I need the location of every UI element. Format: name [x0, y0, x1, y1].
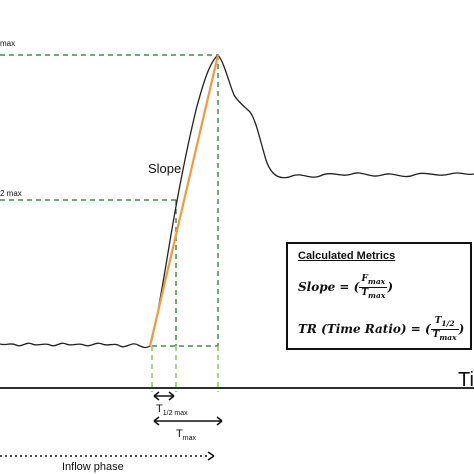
slope-den: T	[361, 287, 369, 298]
slope-equation: Slope = (Fmax Tmax)	[298, 274, 393, 301]
tr-equation-lhs: TR (Time Ratio) = (	[298, 321, 431, 336]
fmax-label: max	[0, 39, 15, 48]
tr-equation: TR (Time Ratio) = (T1/2 Tmax)	[298, 316, 464, 343]
tr-fraction: T1/2 Tmax	[430, 316, 459, 343]
inflow-phase-arrow-head	[207, 451, 215, 461]
tr-num-sub: 1/2	[441, 318, 455, 328]
tr-equation-rhs: )	[458, 321, 465, 336]
tr-num: T	[434, 316, 442, 326]
t-half-max-label: T1/2 max	[156, 403, 188, 417]
metrics-title: Calculated Metrics	[298, 250, 396, 262]
slope-label: Slope	[148, 161, 181, 176]
calculated-metrics-box: Calculated Metrics Slope = (Fmax Tmax) TR…	[286, 242, 472, 350]
slope-equation-rhs: )	[387, 279, 394, 294]
tr-den: T	[432, 329, 440, 340]
t-max-arrow-left-head	[153, 416, 160, 426]
tr-den-sub: max	[439, 332, 457, 342]
slope-fraction: Fmax Tmax	[359, 274, 388, 301]
t-max-arrow-right-head	[216, 416, 223, 426]
t-max-label: Tmax	[176, 428, 196, 442]
t-half-max-arrow-right-head	[168, 391, 175, 401]
slope-den-sub: max	[368, 290, 386, 300]
slope-line	[148, 54, 220, 347]
slope-equation-lhs: Slope = (	[298, 279, 360, 294]
intensity-curve	[0, 54, 474, 349]
t-half-max-arrow-left-head	[153, 391, 160, 401]
time-axis-label: Ti	[458, 369, 474, 391]
inflow-phase-label: Inflow phase	[62, 461, 124, 473]
half-fmax-label: 2 max	[0, 189, 22, 198]
slope-num: F	[361, 274, 368, 284]
slope-num-sub: max	[367, 276, 386, 286]
